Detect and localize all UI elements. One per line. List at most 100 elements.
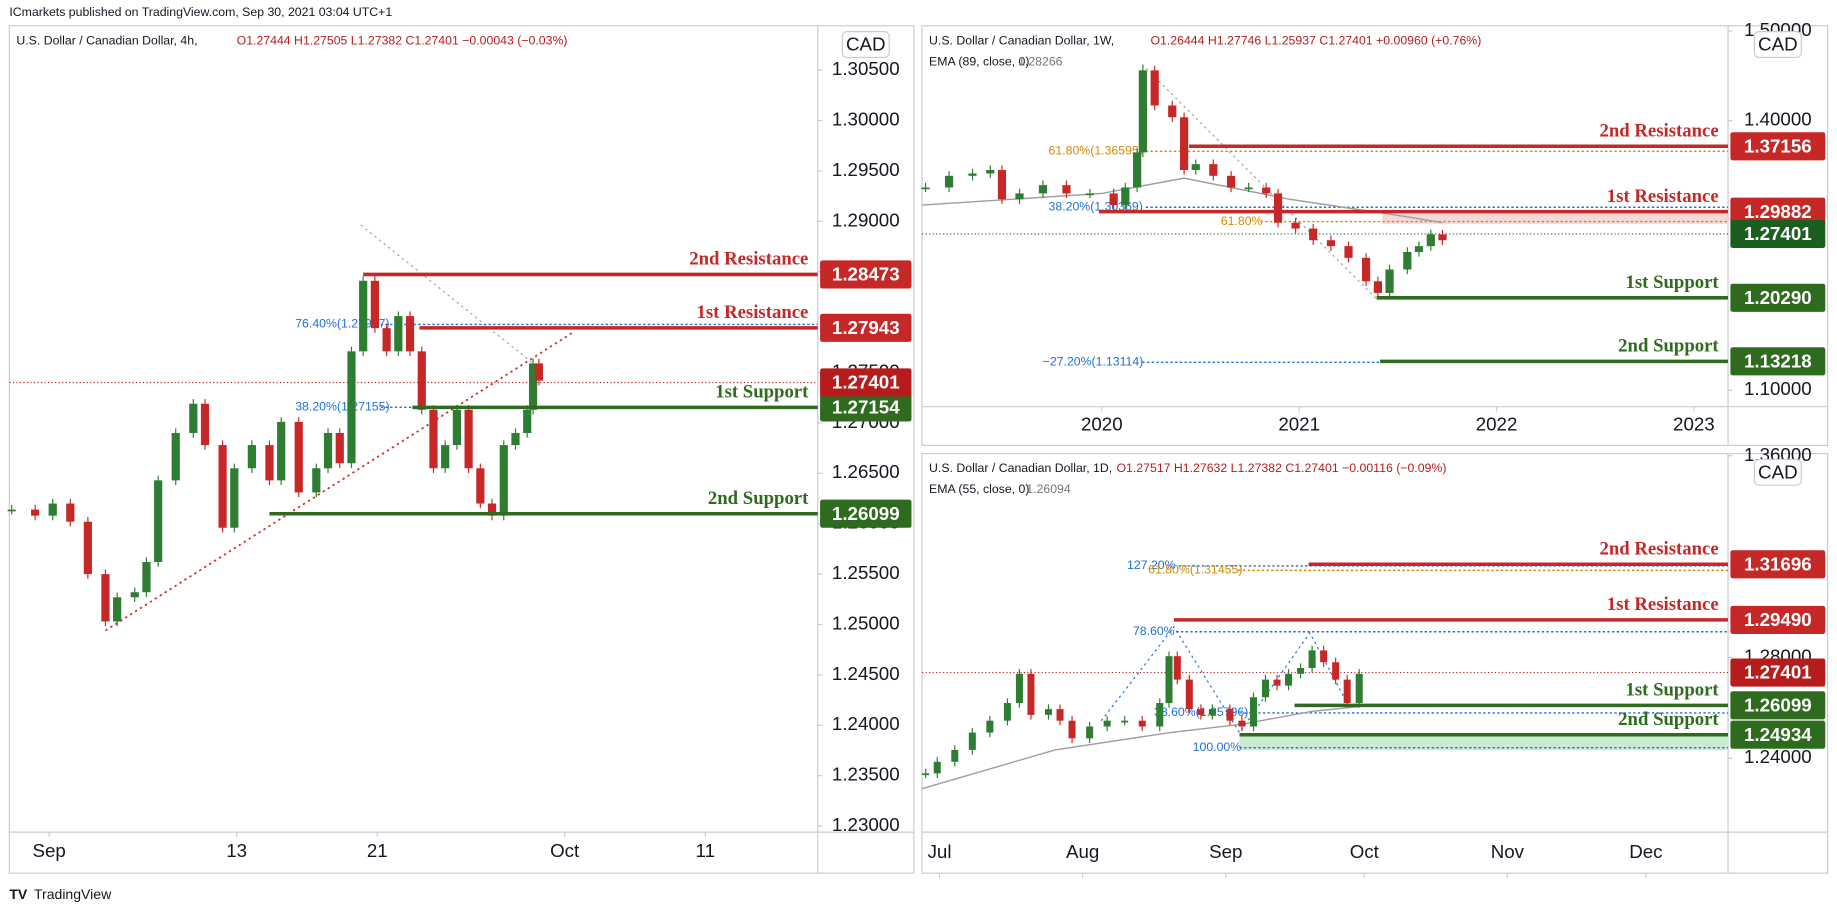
level-price: 1.27943 <box>832 317 900 338</box>
level-name: 2nd Resistance <box>1600 539 1719 560</box>
candle <box>1403 251 1412 270</box>
current-price-box <box>1730 658 1826 687</box>
candle <box>1426 234 1435 247</box>
y-tick-label: 1.25000 <box>832 612 900 633</box>
level-name: 1st Support <box>715 382 809 403</box>
candle <box>154 480 163 563</box>
candle <box>48 503 57 516</box>
y-tick-label: 1.23500 <box>832 764 900 785</box>
candle <box>922 773 930 776</box>
candle <box>1015 673 1023 704</box>
candle <box>347 351 356 464</box>
candle <box>1121 187 1130 206</box>
level-price-box <box>820 313 912 342</box>
y-tick-label: 1.24000 <box>1744 746 1812 767</box>
candle <box>189 403 198 433</box>
chart-title: U.S. Dollar / Canadian Dollar, 1W, <box>929 33 1114 47</box>
ema-label: EMA (89, close, 0) <box>929 54 1029 68</box>
y-tick-label: 1.29500 <box>832 159 900 180</box>
ema-line <box>921 177 1443 224</box>
candle <box>1056 709 1064 721</box>
level-price: 1.37156 <box>1744 135 1812 156</box>
level-name: 2nd Resistance <box>689 249 808 270</box>
candle <box>265 445 274 481</box>
candle <box>1156 703 1164 727</box>
candle <box>1185 679 1193 710</box>
candle <box>1226 175 1236 188</box>
x-tick-label: Dec <box>1629 841 1662 862</box>
level-price-box <box>1730 720 1826 749</box>
ema-label: EMA (55, close, 0) <box>929 482 1029 496</box>
level-price: 1.29882 <box>1744 201 1812 222</box>
level-name: 1st Support <box>1626 680 1720 701</box>
candle <box>1121 720 1129 723</box>
current-price: 1.27401 <box>1744 223 1812 244</box>
candle <box>1191 164 1200 170</box>
candle <box>130 592 139 598</box>
level-price: 1.28473 <box>832 264 900 285</box>
level-price-box <box>1730 691 1826 720</box>
candle <box>429 409 438 469</box>
fib-label: 38.20%(1.27155) <box>295 400 389 414</box>
current-price: 1.27401 <box>832 372 900 393</box>
candle <box>113 597 122 622</box>
current-price-box <box>1730 219 1826 248</box>
candle <box>1038 185 1048 194</box>
current-price: 1.27401 <box>1744 662 1812 683</box>
fib-label: 100.00% <box>1193 740 1242 754</box>
y-tick-label: 1.24000 <box>832 713 900 734</box>
candle <box>1062 185 1071 194</box>
current-price-box <box>820 368 912 397</box>
x-tick-label: Oct <box>1350 841 1380 862</box>
level-price-box <box>820 393 912 422</box>
drawings <box>104 64 1729 751</box>
candle <box>986 169 995 174</box>
x-tick-label: 2022 <box>1476 413 1518 434</box>
candle <box>394 316 403 352</box>
candle <box>921 187 930 190</box>
y-tick-label: 1.29000 <box>832 209 900 230</box>
y-tick-label: 1.40000 <box>1744 109 1812 130</box>
x-tick-label: 21 <box>367 840 388 861</box>
x-tick-label: 2023 <box>1673 413 1715 434</box>
currency-box <box>1753 458 1802 486</box>
candle <box>1326 240 1336 247</box>
candle <box>1261 679 1269 698</box>
candle <box>951 749 959 762</box>
brand: TradingView <box>34 886 112 902</box>
level-price-box <box>1730 347 1826 376</box>
candle <box>1332 662 1340 680</box>
candle <box>968 173 977 176</box>
candle <box>1138 70 1147 153</box>
level-price: 1.26099 <box>1744 694 1812 715</box>
y-tick-label: 1.30500 <box>832 58 900 79</box>
candle <box>1344 246 1353 258</box>
candle <box>1249 697 1257 727</box>
y-tick-label: 1.26500 <box>832 461 900 482</box>
candle <box>1309 228 1318 241</box>
currency: CAD <box>846 34 886 55</box>
candle <box>933 761 941 774</box>
candle <box>370 280 379 329</box>
level-price-box <box>820 260 912 289</box>
candle <box>464 409 473 469</box>
level-price-box <box>1730 283 1826 312</box>
level-price: 1.13218 <box>1744 350 1812 371</box>
brand-logo: TV <box>9 886 28 902</box>
candle <box>441 445 450 469</box>
currency-box <box>841 31 890 59</box>
level-price: 1.29490 <box>1744 609 1812 630</box>
level-name: 2nd Resistance <box>1600 121 1719 142</box>
ohlc: O1.26444 H1.27746 L1.25937 C1.27401 +0.0… <box>1150 33 1481 47</box>
level-price: 1.31696 <box>1744 553 1812 574</box>
ema-line <box>921 705 1360 790</box>
candle <box>1015 193 1024 200</box>
candle <box>405 316 415 352</box>
level-price-box <box>1730 550 1826 579</box>
chart-title: U.S. Dollar / Canadian Dollar, 1D, <box>929 461 1112 475</box>
candle <box>499 445 508 516</box>
candle <box>66 503 75 522</box>
level-price: 1.20290 <box>1744 287 1812 308</box>
candle <box>534 363 544 381</box>
